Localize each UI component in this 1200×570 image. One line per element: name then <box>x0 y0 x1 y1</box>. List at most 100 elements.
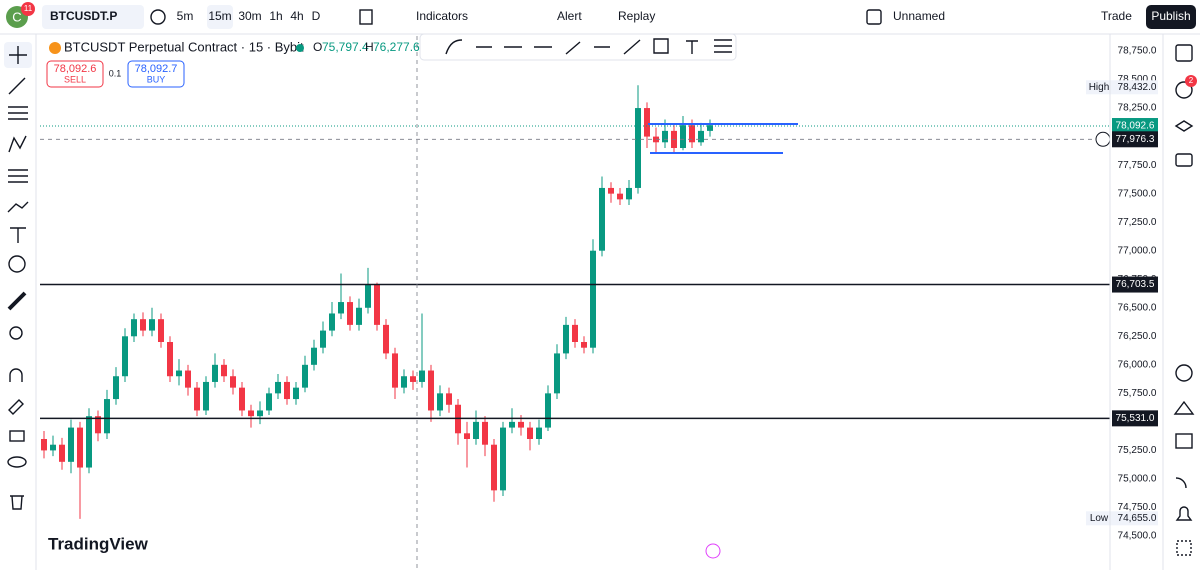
candle-body <box>131 319 137 337</box>
candle-body <box>338 302 344 314</box>
candle-body <box>140 319 146 331</box>
ideas-icon[interactable] <box>1173 400 1195 415</box>
candle-body <box>95 416 101 434</box>
candle-body <box>689 125 695 143</box>
candle-body <box>500 427 506 491</box>
emoji-tool[interactable] <box>8 255 26 273</box>
candle-body <box>185 370 191 388</box>
zoom-tool[interactable] <box>9 326 23 340</box>
candle-body <box>113 376 119 400</box>
price-tag-label: 76,703.5 <box>1116 279 1155 290</box>
interval[interactable]: D <box>312 9 321 23</box>
text-tool[interactable] <box>10 227 26 243</box>
candle-body <box>698 130 704 143</box>
session-value: 74,655.0 <box>1118 513 1157 524</box>
target-icon[interactable] <box>1175 364 1193 382</box>
candle-body <box>347 302 353 325</box>
ruler-tool[interactable] <box>7 291 27 311</box>
brush-tool[interactable] <box>7 201 29 213</box>
indicators[interactable]: Indicators <box>416 9 468 23</box>
y-tick-label: 78,250.0 <box>1118 103 1157 114</box>
drawing-tools[interactable] <box>445 38 732 55</box>
candle-body <box>419 370 425 382</box>
candle-body <box>239 387 245 411</box>
open-label: O <box>313 40 322 54</box>
candle-body <box>554 353 560 394</box>
candle-body <box>563 324 569 354</box>
badge-count: 11 <box>24 4 33 13</box>
price-tag <box>1112 276 1158 293</box>
candle-body <box>293 387 299 400</box>
fib-tool[interactable] <box>8 106 28 120</box>
candle-body <box>635 108 641 188</box>
alerts-icon[interactable] <box>1175 81 1193 99</box>
interval[interactable]: 1h <box>269 9 282 23</box>
layout-icon[interactable] <box>866 9 882 25</box>
chart-type-icon[interactable] <box>359 9 373 25</box>
magnet-tool[interactable] <box>9 368 23 382</box>
symbol-box[interactable] <box>42 5 144 29</box>
current-price-label: 78,092.6 <box>1116 121 1155 132</box>
session-tag <box>1086 511 1158 526</box>
add-symbol[interactable] <box>150 9 166 25</box>
interval[interactable]: 15m <box>208 9 231 23</box>
sell-button[interactable] <box>46 60 104 88</box>
badge <box>21 2 35 16</box>
crosshair-plus[interactable] <box>1095 131 1111 147</box>
candle-body <box>374 284 380 325</box>
stream-icon[interactable] <box>1175 477 1187 489</box>
calendar-icon[interactable] <box>1175 433 1193 449</box>
candle-body <box>104 399 110 434</box>
interval[interactable]: 30m <box>238 9 261 23</box>
replay[interactable]: Replay <box>618 9 655 23</box>
pattern-tool[interactable] <box>8 135 27 153</box>
candle-body <box>599 187 605 251</box>
trendline-tool[interactable] <box>8 77 26 95</box>
lock-tool[interactable] <box>9 430 25 442</box>
candle-body <box>383 324 389 354</box>
candle-body <box>77 427 83 468</box>
y-tick-label: 76,250.0 <box>1118 331 1157 342</box>
interval[interactable]: 4h <box>290 9 303 23</box>
interval[interactable]: 5m <box>177 9 194 23</box>
apps-icon[interactable] <box>1176 540 1192 556</box>
candle-body <box>644 108 650 137</box>
candle-body <box>401 376 407 388</box>
session-name: Low <box>1090 513 1109 524</box>
sell-label: SELL <box>64 74 86 84</box>
candle-body <box>446 393 452 405</box>
trade[interactable]: Trade <box>1101 9 1132 23</box>
drawing-toolbar <box>419 33 737 61</box>
y-tick-label: 77,250.0 <box>1118 217 1157 228</box>
alert[interactable]: Alert <box>557 9 582 23</box>
coin-icon <box>49 42 61 54</box>
y-tick-label: 74,750.0 <box>1118 502 1157 513</box>
buy-button[interactable] <box>127 60 185 88</box>
visibility-tool[interactable] <box>7 456 27 468</box>
price-tag <box>1112 410 1158 427</box>
candle-body <box>221 364 227 377</box>
watchlist-icon[interactable] <box>1175 44 1193 62</box>
layers-icon[interactable] <box>1174 120 1194 132</box>
candle-body <box>167 342 173 377</box>
open-value: 75,797.4 <box>322 40 369 54</box>
candle-body <box>176 370 182 377</box>
buy-label: BUY <box>147 74 166 84</box>
y-tick-label: 77,000.0 <box>1118 245 1157 256</box>
candle-body <box>356 307 362 325</box>
candle-body <box>518 421 524 428</box>
trash-tool[interactable] <box>10 495 24 510</box>
cursor-tool[interactable] <box>9 46 27 64</box>
high-value: 76,277.6 <box>373 40 420 54</box>
price-tag <box>1112 131 1158 148</box>
lock-drawing-tool[interactable] <box>8 399 24 415</box>
lightning-icon[interactable] <box>705 543 721 559</box>
candle-body <box>428 370 434 411</box>
publish-button[interactable] <box>1146 5 1196 29</box>
layout-name[interactable]: Unnamed <box>893 9 945 23</box>
notif-icon[interactable] <box>1175 506 1193 521</box>
candle-body <box>608 187 614 194</box>
forecast-tool[interactable] <box>8 169 28 183</box>
chat-icon[interactable] <box>1175 153 1193 167</box>
